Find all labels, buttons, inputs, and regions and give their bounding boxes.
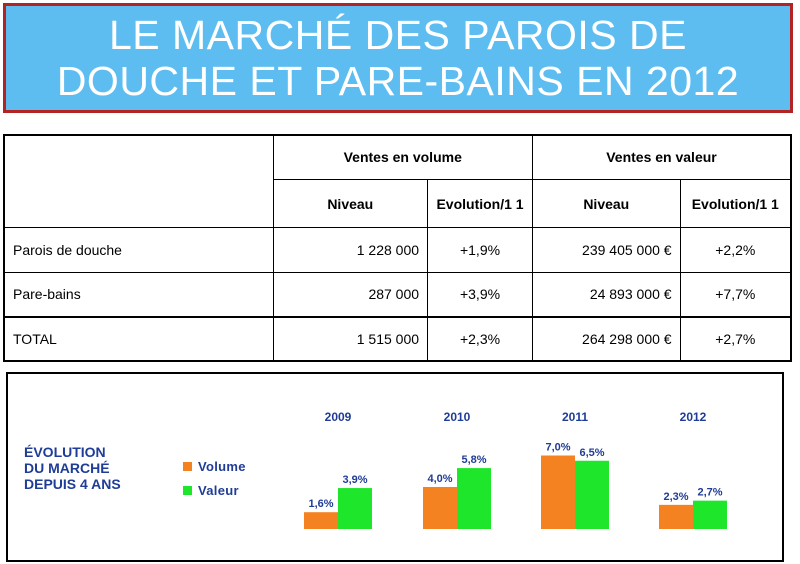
cell-vol-evo: +1,9% [427,227,533,273]
data-label-volume-2009: 1,6% [308,498,333,510]
data-label-valeur-2012: 2,7% [697,487,722,499]
chart-legend: Volume Valeur [183,454,246,502]
bar-volume-2009 [304,512,338,529]
cell-val-level: 239 405 000 € [531,227,681,273]
cell-val-level: 24 893 000 € [531,271,681,318]
bar-valeur-2009 [338,488,372,529]
cell-val-evo: +7,7% [679,271,792,318]
table-corner-cell [3,134,274,229]
cell-val-level: 264 298 000 € [531,315,681,362]
chart-title-line-1: ÉVOLUTION [24,444,106,460]
header-ventes-volume: Ventes en volume [272,134,533,180]
title-line-1: LE MARCHÉ DES PAROIS DE [108,12,688,58]
chart-title-line-3: DEPUIS 4 ANS [24,476,121,492]
cell-val-evo: +2,2% [679,227,792,273]
bar-volume-2010 [423,487,457,529]
category-label-2012: 2012 [680,410,707,424]
bar-valeur-2010 [457,468,491,529]
subheader-val-evolution: Evolution/1 1 [679,178,792,229]
bar-volume-2011 [541,455,575,529]
category-label-2009: 2009 [325,410,352,424]
data-label-volume-2010: 4,0% [427,473,452,485]
cell-vol-evo: +2,3% [427,315,533,362]
title-line-2: DOUCHE ET PARE-BAINS EN 2012 [56,58,740,104]
subheader-val-niveau: Niveau [531,178,681,229]
legend-label-valeur: Valeur [198,482,239,498]
legend-swatch-valeur [183,485,192,495]
data-label-valeur-2010: 5,8% [461,454,486,466]
row-label: Parois de douche [3,227,274,273]
legend-label-volume: Volume [198,458,246,474]
legend-item-volume: Volume [183,454,246,478]
subheader-vol-niveau: Niveau [272,178,429,229]
category-label-2010: 2010 [444,410,471,424]
bar-chart: 2009 1,6% 3,9% 2010 4,0% 5,8% 2011 7,0% 6,5% 2012… [304,410,727,529]
legend-item-valeur: Valeur [183,478,246,502]
table-row: Pare-bains 287 000 +3,9% 24 893 000 € +7… [3,271,792,318]
cell-vol-evo: +3,9% [427,271,533,318]
cell-val-evo: +2,7% [679,315,792,362]
title-banner: LE MARCHÉ DES PAROIS DE DOUCHE ET PARE-B… [3,3,793,113]
data-label-valeur-2011: 6,5% [579,447,604,459]
row-label: Pare-bains [3,271,274,318]
table-row-total: TOTAL 1 515 000 +2,3% 264 298 000 € +2,7… [3,315,792,362]
cell-vol-level: 1 515 000 [272,315,429,362]
subheader-vol-evolution: Evolution/1 1 [427,178,533,229]
data-label-volume-2011: 7,0% [545,442,570,454]
row-label: TOTAL [3,315,274,362]
legend-swatch-volume [183,461,192,471]
data-label-volume-2012: 2,3% [663,491,688,503]
bar-valeur-2011 [575,460,609,529]
table-row: Parois de douche 1 228 000 +1,9% 239 405… [3,227,792,273]
chart-title-line-2: DU MARCHÉ [24,460,110,476]
header-ventes-valeur: Ventes en valeur [531,134,792,180]
chart-title: ÉVOLUTION DU MARCHÉ DEPUIS 4 ANS [24,444,174,492]
table-subheader-row: Niveau Evolution/1 1 Niveau Evolution/1 … [4,178,792,229]
market-table: Ventes en volume Ventes en valeur Niveau… [3,134,792,362]
category-label-2011: 2011 [562,410,588,424]
chart-panel: ÉVOLUTION DU MARCHÉ DEPUIS 4 ANS Volume … [6,372,784,562]
cell-vol-level: 1 228 000 [272,227,429,273]
bar-volume-2012 [659,504,693,529]
cell-vol-level: 287 000 [272,271,429,318]
data-label-valeur-2009: 3,9% [342,474,367,486]
table-header-row: Ventes en volume Ventes en valeur [3,134,792,229]
bar-valeur-2012 [693,500,727,529]
